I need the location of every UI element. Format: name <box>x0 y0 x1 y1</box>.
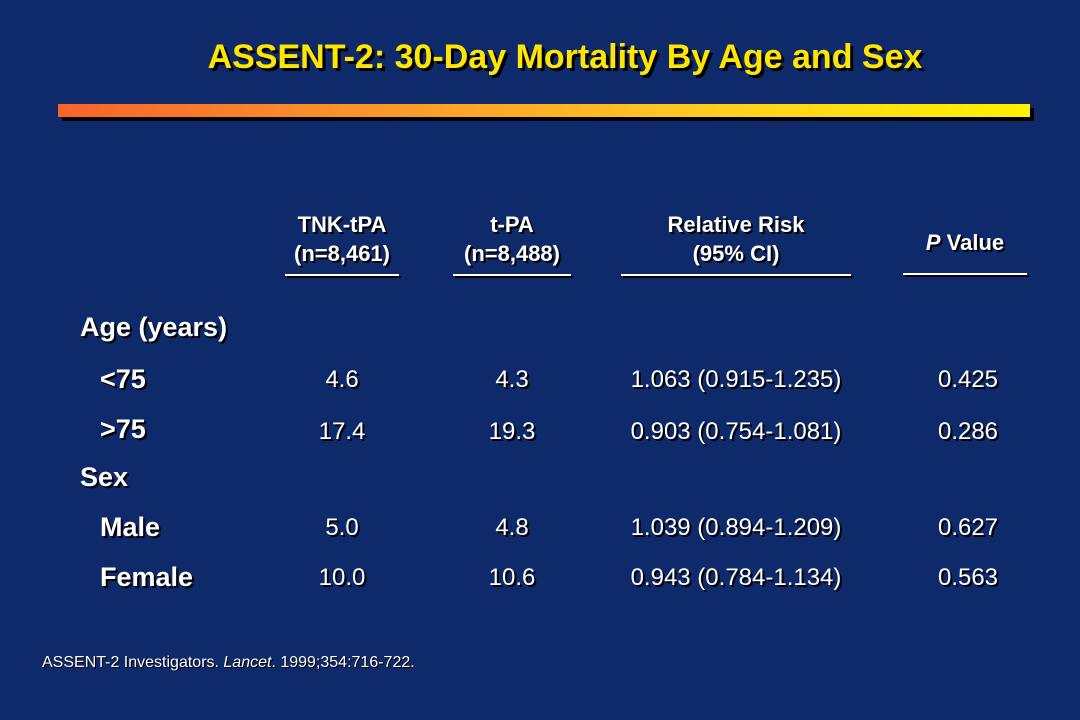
cell-p-male: 0.627 <box>937 514 999 541</box>
header-tnk-tpa-n: (n=8,461) <box>294 241 390 266</box>
title-underline-bar <box>58 104 1030 117</box>
citation-footnote: ASSENT-2 Investigators. Lancet. 1999;354… <box>42 654 415 672</box>
header-p-italic: P <box>925 230 941 255</box>
cell-tpa-over-75: 19.3 <box>488 418 536 445</box>
header-relative-risk-name: Relative Risk <box>667 212 805 237</box>
header-relative-risk-ci: (95% CI) <box>692 241 780 266</box>
cell-p-over-75: 0.286 <box>937 418 999 445</box>
group-label-age: Age (years) <box>80 312 228 342</box>
row-label-over-75: >75 <box>100 414 146 444</box>
header-t-pa-underline <box>453 274 571 276</box>
slide-title: ASSENT-2: 30-Day Mortality By Age and Se… <box>207 38 923 76</box>
citation-journal: Lancet <box>223 654 272 671</box>
header-t-pa-name: t-PA <box>490 212 534 237</box>
cell-tnk-female: 10.0 <box>318 564 366 591</box>
header-p-value-text: P Value <box>898 228 1032 257</box>
row-label-male: Male <box>100 512 161 542</box>
citation-authors: ASSENT-2 Investigators. <box>42 654 224 671</box>
cell-tpa-male: 4.8 <box>495 514 529 541</box>
row-label-under-75: <75 <box>100 364 146 394</box>
cell-tpa-under-75: 4.3 <box>495 366 529 393</box>
cell-rr-under-75: 1.063 (0.915-1.235) <box>630 366 842 393</box>
header-t-pa-n: (n=8,488) <box>464 241 560 266</box>
cell-rr-female: 0.943 (0.784-1.134) <box>630 564 842 591</box>
cell-tnk-over-75: 17.4 <box>318 418 366 445</box>
cell-rr-male: 1.039 (0.894-1.209) <box>630 514 842 541</box>
cell-p-female: 0.563 <box>937 564 999 591</box>
header-tnk-tpa: TNK-tPA (n=8,461) <box>272 210 412 276</box>
cell-tnk-under-75: 4.6 <box>325 366 359 393</box>
cell-p-under-75: 0.425 <box>937 366 999 393</box>
header-tnk-tpa-underline <box>285 274 399 276</box>
cell-rr-over-75: 0.903 (0.754-1.081) <box>630 418 842 445</box>
group-label-sex: Sex <box>80 462 129 492</box>
header-t-pa: t-PA (n=8,488) <box>442 210 582 276</box>
header-relative-risk-underline <box>621 274 851 276</box>
cell-tnk-male: 5.0 <box>325 514 359 541</box>
citation-details: . 1999;354:716-722. <box>271 654 415 671</box>
row-label-female: Female <box>100 562 194 592</box>
header-p-value-underline <box>903 273 1027 275</box>
header-p-rest: Value <box>940 230 1005 255</box>
cell-tpa-female: 10.6 <box>488 564 536 591</box>
header-p-value: P Value <box>898 228 1032 275</box>
header-relative-risk: Relative Risk (95% CI) <box>614 210 858 276</box>
header-tnk-tpa-name: TNK-tPA <box>297 212 387 237</box>
